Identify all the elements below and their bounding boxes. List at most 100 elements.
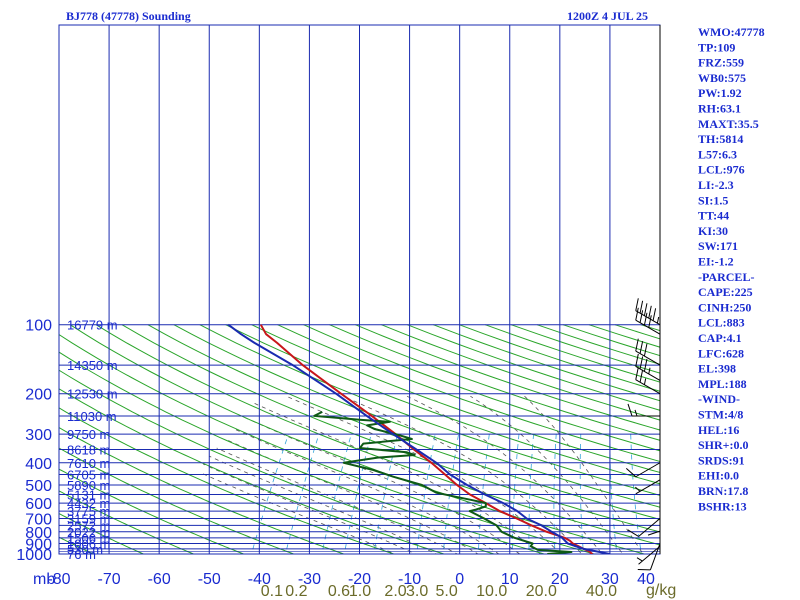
wind-barb (635, 307, 661, 335)
index-value: RH:63.1 (698, 102, 741, 116)
temperature-tick: 30 (601, 571, 619, 588)
dry-adiabat (173, 324, 660, 508)
dry-adiabat (536, 324, 660, 365)
index-value: TH:5814 (698, 132, 743, 146)
barb-shaft (635, 462, 661, 478)
barb-shaft (635, 379, 661, 395)
index-value: FRZ:559 (698, 56, 744, 70)
height-label: 9750 m (67, 427, 110, 442)
barb-half-feather (648, 367, 651, 375)
index-value: LCL:883 (698, 316, 745, 330)
index-value: HEL:16 (698, 423, 739, 437)
temperature-tick: 0 (455, 571, 464, 588)
mixing-ratio-unit-label: g/kg (646, 582, 676, 599)
height-label: 7610 m (67, 456, 110, 471)
mixing-ratio-line (511, 434, 520, 554)
index-value: KI:30 (698, 224, 728, 238)
barb-half-feather (634, 409, 638, 417)
dry-adiabat (381, 324, 660, 421)
temperature-tick: 10 (501, 571, 519, 588)
wind-barb (627, 518, 661, 537)
mixing-ratio-tick: 0.1 (261, 583, 283, 600)
temperature-tick: -20 (348, 571, 371, 588)
index-value: EHI:0.0 (698, 469, 739, 483)
mixing-ratio-line (321, 433, 352, 554)
dry-adiabat (59, 388, 446, 554)
height-label: 5890 m (67, 478, 110, 493)
mixing-ratio-tick: 2.0 (384, 583, 406, 600)
pressure-tick: 1000 (16, 547, 52, 564)
temperature-tick: -50 (198, 571, 221, 588)
wind-barb (635, 479, 661, 495)
height-label: 1506 m (67, 531, 110, 546)
barb-feather (635, 338, 639, 352)
mixing-ratio-line (284, 433, 320, 554)
dry-adiabat (59, 490, 195, 554)
barb-feather (643, 303, 648, 316)
wind-barb (627, 403, 660, 417)
barb-feather (643, 358, 648, 372)
height-label: 530 m (67, 542, 103, 557)
barb-feather (648, 315, 652, 328)
dry-adiabat (562, 324, 660, 357)
wind-barb (625, 462, 661, 478)
moist-adiabat (524, 395, 644, 554)
wind-barb (635, 353, 661, 381)
dry-adiabat (199, 324, 660, 496)
wind-barb (637, 543, 661, 571)
pressure-unit-label: mb (33, 571, 55, 588)
height-label: 16779 m (67, 318, 118, 333)
height-label: 4432 m (67, 496, 110, 511)
height-label: 11030 m (67, 409, 117, 424)
dry-adiabat (69, 324, 647, 554)
mixing-ratio-tick: 0.6 (328, 583, 350, 600)
barb-feather (627, 529, 639, 537)
index-value: MAXT:35.5 (698, 117, 759, 131)
moist-adiabat (406, 395, 603, 554)
barb-feather (635, 307, 639, 321)
height-label: 5131 m (67, 487, 110, 502)
index-value: SHR+:0.0 (698, 438, 749, 452)
valid-time: 1200Z 4 JUL 25 (567, 9, 648, 23)
dry-adiabat (59, 468, 245, 554)
index-value: WMO:47778 (698, 25, 765, 39)
series-dewpoint (313, 411, 573, 554)
pressure-tick: 600 (25, 496, 52, 513)
temperature-tick: -80 (47, 571, 70, 588)
dry-adiabat (59, 369, 496, 554)
moist-adiabat (234, 428, 500, 554)
height-label: 14350 m (67, 358, 118, 373)
index-value: BSHR:13 (698, 499, 747, 513)
mixing-ratio-line (579, 434, 584, 554)
mixing-ratio-line (630, 434, 642, 554)
barb-feather (643, 343, 648, 357)
pressure-tick: 800 (25, 525, 52, 542)
barb-half-feather (643, 378, 647, 385)
index-value: LI:-2.3 (698, 178, 734, 192)
temperature-tick: -30 (298, 571, 321, 588)
index-value: MPL:188 (698, 377, 747, 391)
mixing-ratio-line (528, 434, 534, 554)
dry-adiabat (59, 536, 95, 554)
barb-half-feather (635, 486, 641, 492)
dry-adiabat (95, 324, 660, 546)
mixing-ratio-tick: 20.0 (526, 583, 557, 600)
barb-feather (639, 341, 644, 354)
series-temperature (259, 324, 594, 554)
barb-half-feather (656, 316, 660, 324)
index-value: LCL:976 (698, 163, 745, 177)
barb-feather (652, 308, 657, 321)
mixing-ratio-tick: 5.0 (436, 583, 458, 600)
barb-half-feather (636, 557, 643, 562)
barb-feather (643, 312, 648, 326)
wind-barb (635, 338, 661, 366)
mixing-ratio-line (250, 433, 289, 554)
barb-feather (639, 310, 644, 323)
chart-title: BJ778 (47778) Sounding (66, 9, 191, 23)
barb-feather (639, 300, 644, 314)
index-value: SRDS:91 (698, 453, 745, 467)
pressure-tick: 400 (25, 456, 52, 473)
index-value: PW:1.92 (698, 86, 742, 100)
pressure-tick: 900 (25, 537, 52, 554)
